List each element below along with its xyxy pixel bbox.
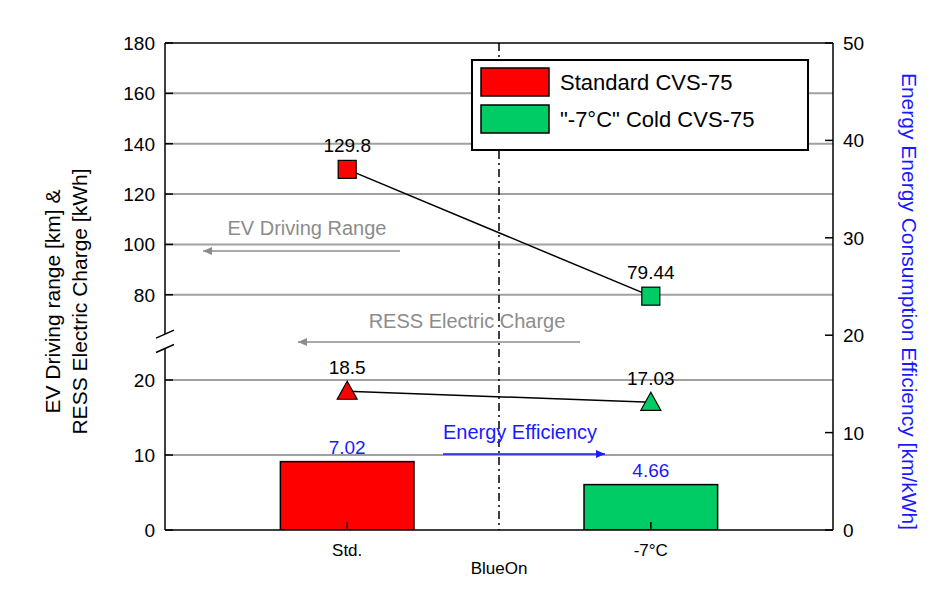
series-annotation: EV Driving Range <box>228 217 387 239</box>
legend-swatch <box>481 68 549 96</box>
x-tick-label: Std. <box>332 541 362 560</box>
y2-tick-label: 50 <box>843 33 864 54</box>
data-label: 79.44 <box>627 262 675 283</box>
data-label: 129.8 <box>323 135 371 156</box>
y2-axis-title: Energy Energy Consumption Efficiency [km… <box>898 73 921 530</box>
y2-tick-label: 0 <box>843 520 854 541</box>
y2-tick <box>825 432 833 434</box>
x-axis <box>165 529 833 531</box>
annotation-arrow <box>443 453 605 455</box>
legend-label: "-7°C" Cold CVS-75 <box>560 107 754 132</box>
x-tick <box>650 522 652 530</box>
y-tick-label: 100 <box>123 234 155 255</box>
y-axis-title: EV Driving range [km] & <box>41 189 64 413</box>
y2-tick-label: 20 <box>843 325 864 346</box>
plot-area <box>280 160 717 530</box>
y2-tick-label: 30 <box>843 228 864 249</box>
legend: Standard CVS-75 "-7°C" Cold CVS-75 <box>472 60 808 150</box>
data-label: 7.02 <box>329 437 366 458</box>
x-tick-label: -7°C <box>634 541 668 560</box>
y2-tick <box>825 42 833 44</box>
y-tick <box>165 454 173 456</box>
frame-top <box>165 42 833 44</box>
y-axis <box>164 43 166 334</box>
annotation-arrowhead <box>298 338 307 346</box>
bar <box>280 462 414 530</box>
y-tick <box>165 244 173 246</box>
series-line <box>347 391 651 402</box>
series-annotation: RESS Electric Charge <box>369 310 566 332</box>
y-tick-label: 10 <box>134 445 155 466</box>
series-annotation: Energy Efficiency <box>443 421 597 443</box>
y-tick-label: 160 <box>123 83 155 104</box>
marker <box>642 287 660 305</box>
annotation-arrow <box>203 250 400 252</box>
y-tick-label: 180 <box>123 33 155 54</box>
annotation-arrowhead <box>203 247 212 255</box>
x-tick <box>346 522 348 530</box>
series-line <box>347 169 651 296</box>
marker <box>641 392 661 410</box>
marker <box>337 381 357 399</box>
grid-line <box>165 454 833 456</box>
y-axis <box>164 349 166 530</box>
chart: 7.02 4.66 129.8 79.44 18.5 17.03 EV Driving Ra… <box>0 0 952 608</box>
y-tick <box>165 143 173 145</box>
y-tick-label: 120 <box>123 184 155 205</box>
axis-break <box>156 345 174 353</box>
bar <box>584 485 718 530</box>
y2-axis <box>832 43 834 530</box>
y2-tick <box>825 237 833 239</box>
y-tick-label: 80 <box>134 285 155 306</box>
y2-tick-label: 10 <box>843 423 864 444</box>
y-tick-label: 0 <box>144 520 155 541</box>
y2-tick-label: 40 <box>843 130 864 151</box>
x-axis-title: BlueOn <box>471 559 528 578</box>
y-tick <box>165 42 173 44</box>
y-tick <box>165 529 173 531</box>
y2-tick <box>825 529 833 531</box>
y-axis-title: RESS Electric Charge [kWh] <box>68 168 91 434</box>
y-tick-label: 140 <box>123 134 155 155</box>
axis-break <box>156 330 174 338</box>
y-tick <box>165 193 173 195</box>
y-tick <box>165 379 173 381</box>
legend-swatch <box>481 105 549 133</box>
annotation-arrow <box>298 341 580 343</box>
data-label: 4.66 <box>632 460 669 481</box>
y-tick <box>165 294 173 296</box>
data-label: 18.5 <box>329 357 366 378</box>
labels: 7.02 4.66 129.8 79.44 18.5 17.03 <box>323 135 675 480</box>
legend-label: Standard CVS-75 <box>560 70 732 95</box>
y2-tick <box>825 140 833 142</box>
y-tick <box>165 93 173 95</box>
data-label: 17.03 <box>627 368 675 389</box>
y-tick-label: 20 <box>134 370 155 391</box>
marker <box>338 160 356 178</box>
legend-box <box>472 60 808 150</box>
y2-tick <box>825 334 833 336</box>
annotation-arrowhead <box>596 450 605 458</box>
